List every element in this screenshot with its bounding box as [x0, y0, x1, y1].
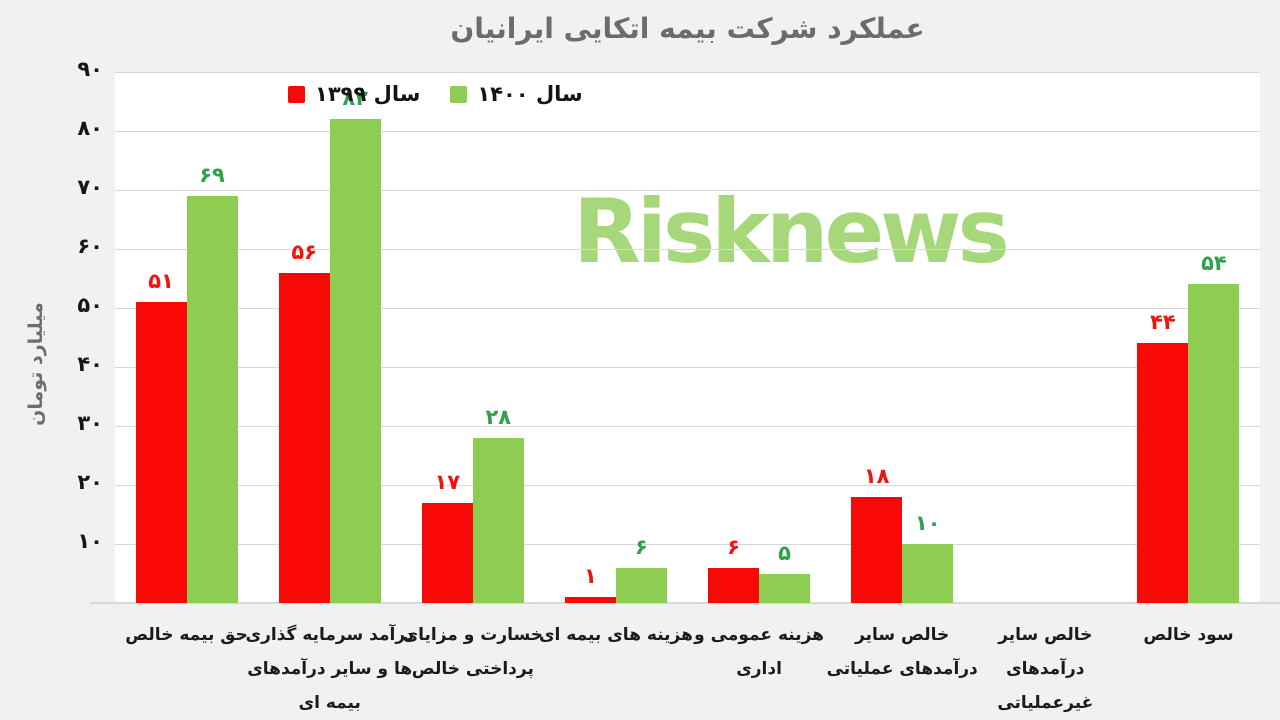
- bar-value-label: ۵: [778, 540, 791, 565]
- gridline: [115, 249, 1260, 250]
- bar-sal-1400: [186, 195, 238, 603]
- x-category-label: حق بیمه خالص: [125, 625, 248, 645]
- y-tick-label: ۳۰: [77, 411, 103, 435]
- y-tick-label: ۴۰: [77, 352, 103, 376]
- gridline: [115, 131, 1260, 132]
- bar-sal-1400: [615, 567, 667, 603]
- bar-sal-1400: [472, 437, 524, 603]
- y-tick-label: ۲۰: [77, 470, 103, 494]
- y-tick-label: ۱۰: [77, 529, 103, 553]
- x-category-label: خسارت و مزایای پرداختی خالص: [402, 625, 544, 679]
- x-category-label: درآمد سرمایه گذاری ها و سایر درآمدهای بی…: [245, 625, 414, 713]
- bar-value-label: ۱۸: [863, 463, 890, 488]
- gridline: [115, 72, 1260, 73]
- legend-item-sal-1400: سال ۱۴۰۰: [450, 82, 583, 106]
- bar-value-label: ۲۸: [485, 404, 512, 429]
- bar-sal-1399: [135, 302, 187, 603]
- bar-sal-1400: [902, 544, 954, 603]
- x-category-label: هزینه های بیمه ای: [538, 625, 693, 645]
- bar-value-label: ۵۴: [1201, 251, 1227, 276]
- x-category-label: خالص سایر درآمدهای غیرعملیاتی: [997, 625, 1094, 713]
- bar-sal-1399: [708, 567, 760, 603]
- bar-sal-1399: [421, 502, 473, 603]
- x-category-label: خالص سایر درآمدهای عملیاتی: [826, 625, 978, 679]
- legend: سال ۱۳۹۹ سال ۱۴۰۰: [288, 82, 583, 106]
- legend-item-sal-1399: سال ۱۳۹۹: [288, 82, 420, 106]
- bar-sal-1400: [1188, 284, 1240, 603]
- bar-value-label: ۶۹: [199, 162, 225, 187]
- y-tick-label: ۹۰: [77, 57, 103, 81]
- bar-value-label: ۵۶: [291, 239, 317, 264]
- bar-value-label: ۶: [635, 534, 648, 559]
- y-axis-title-wrap: میلیارد تومان: [8, 278, 64, 450]
- chart-title: عملکرد شرکت بیمه اتکایی ایرانیان: [450, 12, 925, 45]
- gridline: [115, 426, 1260, 427]
- bar-value-label: ۴۴: [1150, 310, 1176, 335]
- y-axis-title: میلیارد تومان: [25, 302, 48, 426]
- legend-label: سال ۱۳۹۹: [315, 82, 421, 106]
- gridline: [115, 367, 1260, 368]
- plot-area: Risknews ۵۱ ۶۹ ۵۶ ۸۲ ۱۷ ۲۸ ۱ ۶ ۶ ۵ ۱۸ ۱۰ ۴۴ ۵۴: [90, 72, 1280, 604]
- bar-value-label: ۱: [584, 564, 597, 589]
- bar-sal-1399: [851, 496, 903, 603]
- bar-value-label: ۸۲: [342, 86, 368, 111]
- x-category-label: هزینه عمومی و اداری: [694, 625, 824, 679]
- gridline: [115, 308, 1260, 309]
- y-tick-label: ۶۰: [77, 234, 103, 258]
- legend-color-swatch: [288, 85, 305, 103]
- legend-color-swatch: [450, 85, 468, 103]
- y-axis-tick-labels: ۱۰ ۲۰ ۳۰ ۴۰ ۵۰ ۶۰ ۷۰ ۸۰ ۹۰: [0, 57, 103, 603]
- bar-value-label: ۶: [727, 534, 740, 559]
- x-category-label: سود خالص: [1143, 625, 1234, 645]
- bar-sal-1400: [759, 573, 811, 603]
- y-tick-label: ۵۰: [77, 293, 103, 317]
- gridline: [115, 485, 1260, 486]
- gridline: [115, 544, 1260, 545]
- bar-sal-1399: [1137, 343, 1189, 603]
- legend-label: سال ۱۴۰۰: [477, 82, 583, 106]
- bar-sal-1399: [564, 597, 616, 603]
- x-axis-line: [90, 602, 1280, 604]
- x-axis-category-labels: حق بیمه خالص درآمد سرمایه گذاری ها و سایر…: [115, 618, 1260, 718]
- gridline: [115, 190, 1260, 191]
- watermark-text: Risknews: [573, 180, 1010, 283]
- bar-value-label: ۱۷: [434, 469, 461, 494]
- bar-value-label: ۵۱: [148, 269, 174, 294]
- bar-sal-1400: [329, 119, 381, 603]
- y-tick-label: ۷۰: [77, 175, 103, 199]
- y-tick-label: ۸۰: [77, 116, 103, 140]
- bar-sal-1399: [278, 272, 330, 603]
- bar-value-label: ۱۰: [914, 511, 941, 535]
